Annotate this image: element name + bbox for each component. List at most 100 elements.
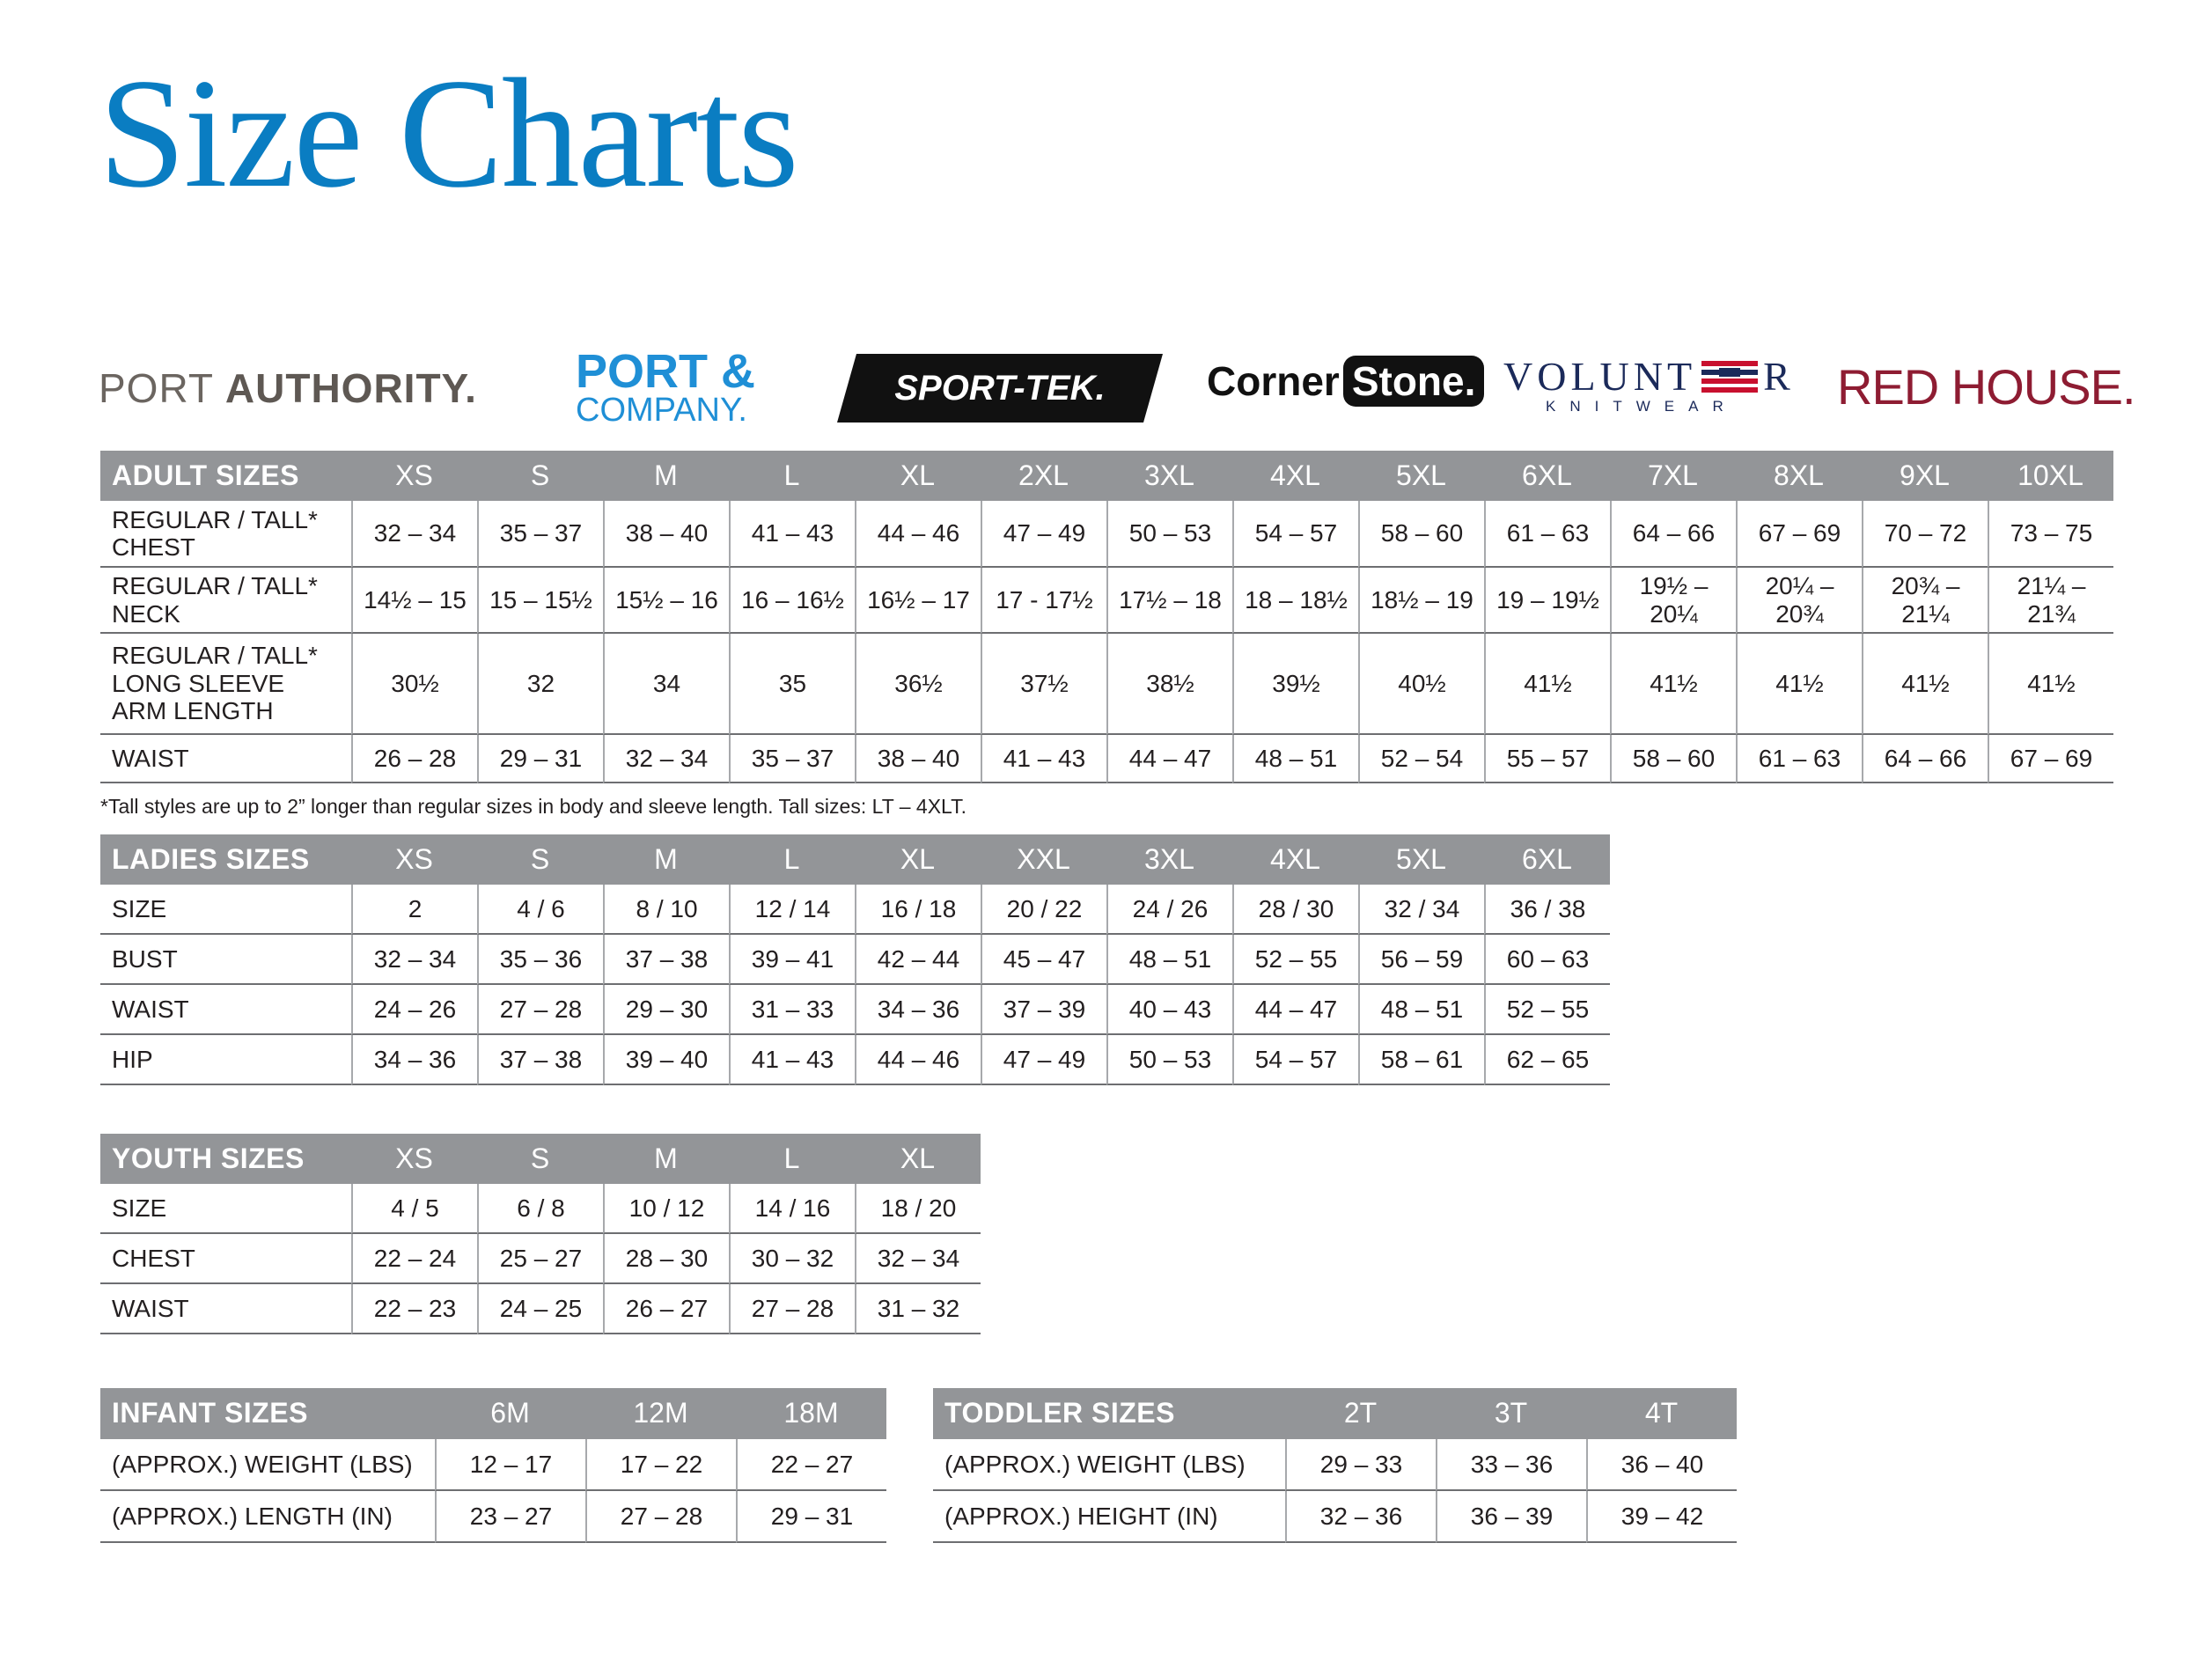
brand-text: KNITWEAR: [1546, 398, 1738, 415]
table-title: ADULT SIZES: [100, 451, 351, 501]
row-label: REGULAR / TALL* LONG SLEEVE ARM LENGTH: [100, 634, 351, 735]
row-label: (APPROX.) LENGTH (IN): [100, 1491, 435, 1543]
size-header: L: [729, 834, 855, 885]
size-header: XL: [855, 451, 981, 501]
size-cell: 31 – 32: [855, 1284, 981, 1334]
size-cell: 62 – 65: [1484, 1035, 1610, 1085]
size-header: 5XL: [1358, 451, 1484, 501]
size-cell: 32 – 34: [351, 935, 477, 985]
size-cell: 47 – 49: [981, 501, 1106, 568]
size-cell: 35: [729, 634, 855, 735]
brand-logo: SPORT-TEK.: [837, 354, 1163, 423]
size-header: 3XL: [1106, 834, 1232, 885]
row-label: SIZE: [100, 1184, 351, 1234]
size-cell: 41 – 43: [981, 735, 1106, 783]
size-header: 4T: [1586, 1388, 1737, 1439]
row-label: WAIST: [100, 985, 351, 1035]
size-cell: 32 – 34: [603, 735, 729, 783]
size-cell: 61 – 63: [1736, 735, 1862, 783]
size-cell: 30½: [351, 634, 477, 735]
brand-text: VOLUNT: [1503, 354, 1697, 399]
size-cell: 15½ – 16: [603, 568, 729, 634]
size-cell: 41½: [1988, 634, 2113, 735]
size-header: 8XL: [1736, 451, 1862, 501]
size-cell: 45 – 47: [981, 935, 1106, 985]
size-header: 9XL: [1862, 451, 1988, 501]
table-title: INFANT SIZES: [100, 1388, 435, 1439]
brand-text: RED HOUSE.: [1837, 359, 2135, 415]
size-cell: 4 / 5: [351, 1184, 477, 1234]
row-label: WAIST: [100, 735, 351, 783]
size-header: 2T: [1285, 1388, 1436, 1439]
size-cell: 17½ – 18: [1106, 568, 1232, 634]
size-cell: 41½: [1610, 634, 1736, 735]
brand-text: COMPANY.: [576, 392, 747, 429]
row-label: (APPROX.) WEIGHT (LBS): [100, 1439, 435, 1491]
size-cell: 18 – 18½: [1232, 568, 1358, 634]
size-header: S: [477, 834, 603, 885]
size-cell: 22 – 24: [351, 1234, 477, 1284]
size-cell: 35 – 37: [477, 501, 603, 568]
size-cell: 34 – 36: [855, 985, 981, 1035]
size-cell: 52 – 55: [1484, 985, 1610, 1035]
size-cell: 70 – 72: [1862, 501, 1988, 568]
row-label: WAIST: [100, 1284, 351, 1334]
size-cell: 40 – 43: [1106, 985, 1232, 1035]
size-cell: 32 – 36: [1285, 1491, 1436, 1543]
table-title: TODDLER SIZES: [933, 1388, 1285, 1439]
size-header: S: [477, 451, 603, 501]
size-cell: 37 – 38: [603, 935, 729, 985]
size-header: 7XL: [1610, 451, 1736, 501]
size-header: M: [603, 834, 729, 885]
size-cell: 35 – 37: [729, 735, 855, 783]
brand-text: Corner: [1207, 358, 1340, 404]
size-cell: 27 – 28: [729, 1284, 855, 1334]
size-cell: 39 – 41: [729, 935, 855, 985]
brand-logo: PORT & COMPANY.: [576, 348, 755, 427]
size-cell: 25 – 27: [477, 1234, 603, 1284]
size-cell: 29 – 31: [736, 1491, 886, 1543]
row-label: (APPROX.) WEIGHT (LBS): [933, 1439, 1285, 1491]
size-cell: 22 – 23: [351, 1284, 477, 1334]
size-header: M: [603, 451, 729, 501]
size-header: 6XL: [1484, 834, 1610, 885]
brand-text: R: [1763, 354, 1795, 399]
size-cell: 64 – 66: [1610, 501, 1736, 568]
size-header: XS: [351, 451, 477, 501]
size-cell: 44 – 47: [1106, 735, 1232, 783]
size-cell: 41½: [1736, 634, 1862, 735]
size-cell: 29 – 31: [477, 735, 603, 783]
size-cell: 33 – 36: [1436, 1439, 1586, 1491]
size-header: XXL: [981, 834, 1106, 885]
size-cell: 23 – 27: [435, 1491, 585, 1543]
size-cell: 2: [351, 885, 477, 935]
size-cell: 24 – 26: [351, 985, 477, 1035]
size-header: 6M: [435, 1388, 585, 1439]
size-cell: 58 – 60: [1610, 735, 1736, 783]
row-label: BUST: [100, 935, 351, 985]
size-cell: 21¼ – 21¾: [1988, 568, 2113, 634]
row-label: SIZE: [100, 885, 351, 935]
size-cell: 28 – 30: [603, 1234, 729, 1284]
size-header: 4XL: [1232, 451, 1358, 501]
size-cell: 8 / 10: [603, 885, 729, 935]
size-cell: 6 / 8: [477, 1184, 603, 1234]
size-cell: 18½ – 19: [1358, 568, 1484, 634]
brand-text: Stone.: [1342, 356, 1485, 407]
size-cell: 29 – 33: [1285, 1439, 1436, 1491]
size-header: XS: [351, 1134, 477, 1184]
size-cell: 56 – 59: [1358, 935, 1484, 985]
size-cell: 31 – 33: [729, 985, 855, 1035]
size-cell: 26 – 28: [351, 735, 477, 783]
size-cell: 41 – 43: [729, 1035, 855, 1085]
size-cell: 38 – 40: [603, 501, 729, 568]
size-cell: 52 – 54: [1358, 735, 1484, 783]
size-cell: 58 – 60: [1358, 501, 1484, 568]
size-cell: 10 / 12: [603, 1184, 729, 1234]
footnote: *Tall styles are up to 2” longer than re…: [100, 795, 967, 818]
table-title: LADIES SIZES: [100, 834, 351, 885]
size-cell: 24 – 25: [477, 1284, 603, 1334]
size-cell: 18 / 20: [855, 1184, 981, 1234]
brand-text: SPORT-TEK.: [894, 369, 1106, 408]
size-header: 12M: [585, 1388, 736, 1439]
